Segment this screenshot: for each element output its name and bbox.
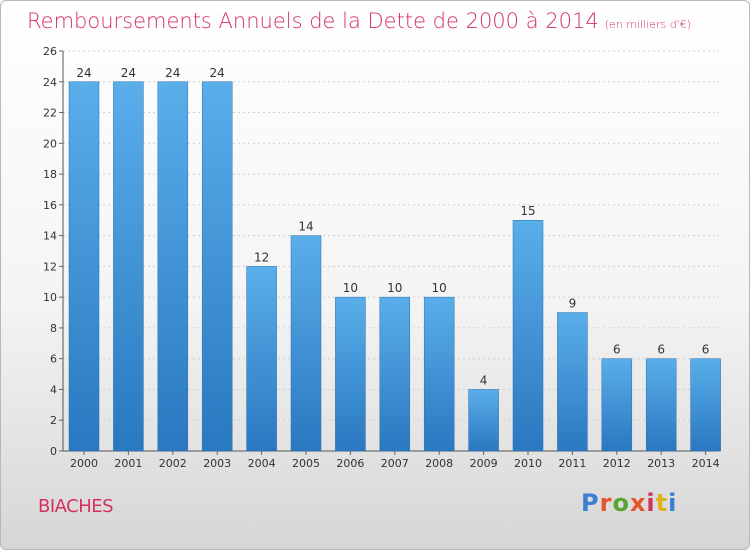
y-tick-label: 6 [50, 353, 57, 366]
y-tick-label: 20 [43, 137, 57, 150]
y-tick-label: 10 [43, 291, 57, 304]
logo-letter: P [581, 489, 600, 517]
y-tick-label: 26 [43, 45, 57, 58]
y-tick-label: 12 [43, 260, 57, 273]
logo-letter: t [655, 489, 669, 517]
proxiti-logo: Proxiti [581, 489, 677, 517]
x-tick-label-2005: 2005 [292, 457, 320, 470]
x-tick-label-2011: 2011 [558, 457, 586, 470]
value-label-2005: 14 [298, 220, 313, 234]
logo-letter: i [668, 489, 678, 517]
x-tick-label-2001: 2001 [114, 457, 142, 470]
bar-2014 [690, 358, 721, 452]
value-label-2001: 24 [121, 66, 136, 80]
x-tick-label-2009: 2009 [470, 457, 498, 470]
y-tick-label: 0 [50, 445, 57, 458]
value-label-2003: 24 [210, 66, 225, 80]
chart-title-text: Remboursements Annuels de la Dette de 20… [27, 9, 599, 33]
bar-2004 [246, 266, 277, 452]
value-label-2008: 10 [432, 281, 447, 295]
logo-letter: i [646, 489, 656, 517]
bar-2005 [290, 235, 322, 452]
bar-2011 [557, 312, 588, 452]
x-tick-label-2004: 2004 [248, 457, 276, 470]
x-tick-label-2002: 2002 [159, 457, 187, 470]
value-label-2006: 10 [343, 281, 358, 295]
bar-2003 [201, 81, 233, 452]
logo-letter: x [629, 489, 647, 517]
bar-2012 [601, 358, 633, 452]
bar-2013 [645, 358, 677, 452]
chart-title: Remboursements Annuels de la Dette de 20… [27, 9, 691, 33]
y-tick-label: 18 [43, 168, 57, 181]
value-label-2013: 6 [657, 343, 665, 357]
chart-unit-note: (en milliers d'€) [604, 18, 691, 31]
y-tick-label: 16 [43, 199, 57, 212]
bar-2009 [468, 389, 499, 452]
x-tick-label-2008: 2008 [425, 457, 453, 470]
value-label-2000: 24 [76, 66, 91, 80]
y-tick-label: 2 [50, 414, 57, 427]
x-tick-label-2000: 2000 [70, 457, 98, 470]
bar-2010 [512, 219, 544, 452]
value-label-2010: 15 [520, 204, 535, 218]
value-label-2004: 12 [254, 250, 269, 264]
x-tick-label-2006: 2006 [336, 457, 364, 470]
x-tick-label-2012: 2012 [603, 457, 631, 470]
y-tick-label: 22 [43, 107, 57, 120]
bar-2006 [335, 296, 366, 452]
x-tick-label-2010: 2010 [514, 457, 542, 470]
location-name: BIACHES [38, 496, 114, 517]
logo-letter: r [599, 489, 613, 517]
logo-letter: o [612, 489, 630, 517]
bar-2002 [157, 81, 189, 452]
value-label-2007: 10 [387, 281, 402, 295]
value-label-2009: 4 [480, 373, 488, 387]
bar-2001 [113, 81, 144, 452]
bar-2007 [379, 296, 411, 452]
bar-2008 [423, 296, 455, 452]
x-tick-label-2007: 2007 [381, 457, 409, 470]
value-label-2011: 9 [569, 297, 577, 311]
y-tick-label: 4 [50, 383, 57, 396]
value-label-2012: 6 [613, 343, 621, 357]
value-label-2002: 24 [165, 66, 180, 80]
y-tick-label: 8 [50, 322, 57, 335]
x-tick-label-2014: 2014 [692, 457, 720, 470]
bar-2000 [68, 81, 100, 452]
value-label-2014: 6 [702, 343, 710, 357]
y-tick-label: 24 [43, 76, 57, 89]
x-tick-label-2013: 2013 [647, 457, 675, 470]
x-tick-label-2003: 2003 [203, 457, 231, 470]
y-tick-label: 14 [43, 230, 57, 243]
